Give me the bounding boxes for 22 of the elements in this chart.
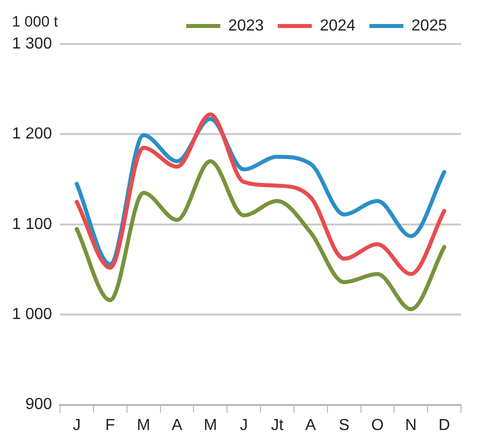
x-tick-label: F: [105, 416, 116, 434]
y-tick-label: 1 200: [12, 126, 52, 143]
line-series: [74, 159, 446, 312]
x-tick-label: J: [240, 416, 248, 434]
legend-label: 2025: [411, 17, 448, 34]
y-axis-title: 1 000 t: [12, 14, 59, 31]
x-tick-label: N: [405, 416, 417, 434]
y-tick-label: 1 300: [12, 35, 52, 52]
x-tick-label: A: [172, 416, 183, 434]
x-tick-label: M: [136, 416, 150, 434]
y-tick-label: 1 000: [12, 306, 52, 324]
x-tick-label: M: [204, 416, 218, 434]
legend-label: 2023: [228, 17, 264, 34]
x-tick-label: A: [305, 416, 316, 434]
y-tick-label: 1 100: [12, 216, 52, 233]
legend-label: 2024: [320, 17, 356, 34]
x-tick-label: Jt: [271, 416, 284, 434]
x-tick-label: S: [338, 416, 350, 434]
x-tick-label: O: [371, 416, 384, 434]
x-tick-label: D: [438, 416, 450, 434]
y-tick-label: 900: [25, 396, 52, 414]
x-tick-label: J: [72, 416, 81, 434]
